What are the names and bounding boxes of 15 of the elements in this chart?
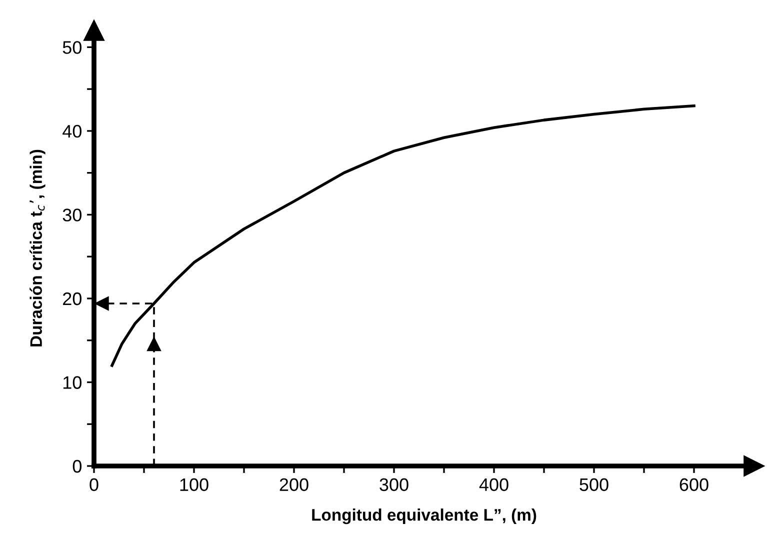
x-tick-label: 100 [180, 478, 208, 492]
x-axis-title: Longitud equivalente L”, (m) [312, 508, 536, 524]
x-tick-label: 600 [680, 478, 708, 492]
x-tick-label: 500 [580, 478, 608, 492]
x-tick-label: 400 [479, 478, 508, 492]
y-tick-label: 40 [62, 124, 82, 138]
x-tick-label: 300 [380, 478, 408, 492]
x-tick-label: 200 [280, 478, 308, 492]
y-tick-label: 0 [72, 460, 82, 473]
y-axis-title: Duración crítica t$_{c}$’, (min) [30, 150, 46, 346]
y-tick-label: 10 [63, 376, 82, 389]
y-tick-label: 20 [63, 292, 82, 306]
y-tick-label: 30 [62, 208, 82, 222]
x-tick-label: 0 [90, 478, 98, 492]
y-tick-label: 50 [62, 41, 82, 54]
